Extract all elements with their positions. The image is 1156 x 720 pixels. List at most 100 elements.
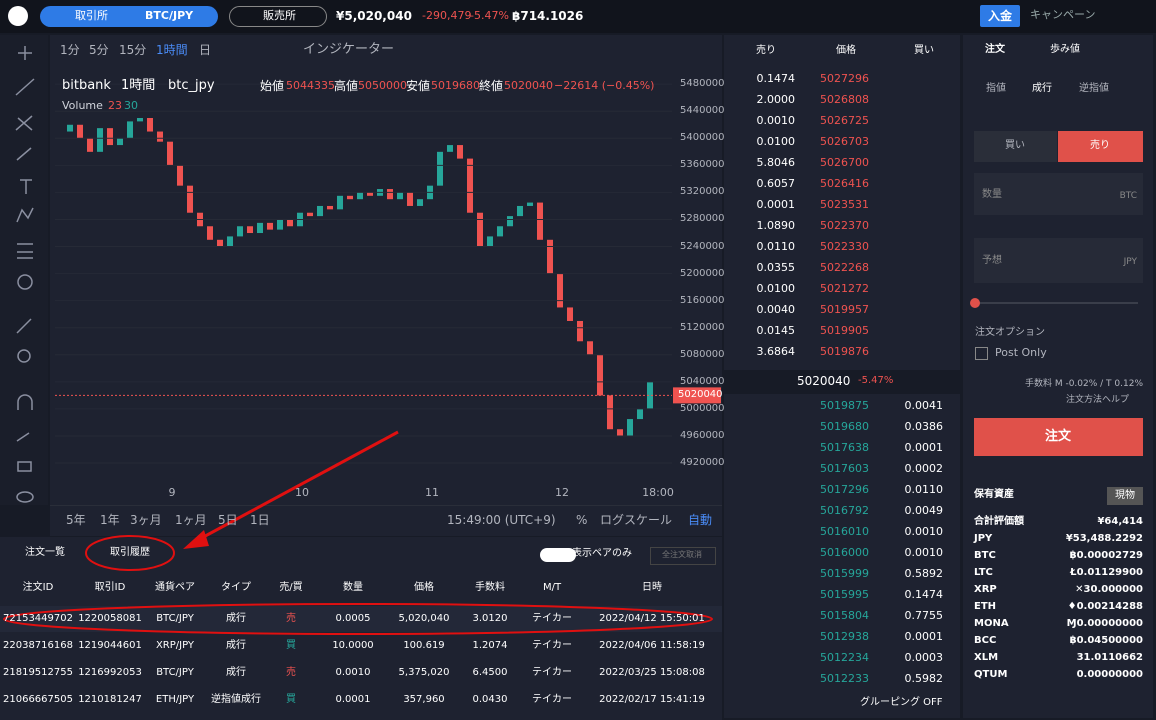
range[interactable]: 1年 (100, 513, 120, 527)
history-cell: 1219044601 (78, 640, 142, 651)
shop-tab[interactable] (229, 6, 327, 27)
history-cell: 0.0005 (335, 613, 371, 624)
change-pct: -5.47% (470, 9, 509, 22)
y-tick-label: 5440000 (680, 105, 725, 117)
bid-amount: 0.0010 (904, 546, 944, 559)
range[interactable]: 1ヶ月 (175, 513, 207, 527)
candle (357, 192, 363, 200)
candle (447, 145, 453, 152)
logo[interactable] (8, 6, 28, 26)
cancel-all-button[interactable] (650, 547, 716, 565)
tab[interactable]: 販売所 (263, 9, 296, 22)
sell-button[interactable] (1058, 131, 1143, 162)
toggle[interactable] (540, 548, 576, 562)
candle (537, 202, 543, 240)
symbol: btc_jpy (168, 78, 215, 93)
order-type[interactable]: 成行 (1032, 83, 1052, 94)
order-tab[interactable]: 歩み値 (1050, 44, 1080, 55)
buy-button[interactable] (974, 131, 1057, 162)
sell[interactable]: 売り (1090, 140, 1110, 151)
history-cell: ETH/JPY (155, 694, 195, 705)
help[interactable]: 注文方法ヘルプ (1065, 395, 1129, 405)
deposit-button[interactable] (980, 5, 1020, 27)
qty-input[interactable] (974, 173, 1143, 215)
ask-amount: 0.0355 (756, 261, 796, 274)
order-type[interactable]: 指値 (986, 83, 1006, 94)
range[interactable]: 5日 (218, 513, 238, 527)
price: ¥5,020,040 (336, 9, 412, 23)
percent[interactable]: % (576, 513, 588, 527)
range[interactable]: 3ヶ月 (130, 513, 162, 527)
order-type[interactable]: 逆指値 (1079, 83, 1109, 94)
campaign[interactable]: キャンペーン (1030, 8, 1096, 21)
ask-amount: 0.6057 (756, 177, 796, 190)
checkbox[interactable] (975, 347, 988, 360)
timeframe[interactable]: 1分 (60, 43, 80, 57)
history-tab[interactable]: 取引履歴 (110, 547, 150, 558)
auto[interactable]: 自動 (688, 513, 713, 527)
spot-button[interactable] (1107, 487, 1143, 505)
tab[interactable]: 取引所 (75, 9, 108, 22)
history-tab[interactable]: 注文一覧 (25, 547, 65, 558)
spot[interactable]: 現物 (1115, 490, 1135, 501)
timeframe[interactable]: 日 (199, 43, 212, 57)
range[interactable]: 1日 (250, 513, 270, 527)
history-cell: 100.619 (403, 640, 445, 651)
range[interactable]: 5年 (66, 513, 86, 527)
candle (107, 128, 113, 146)
candle (527, 202, 533, 206)
candle (637, 408, 643, 420)
candle (137, 118, 143, 122)
history-cell: 売 (286, 613, 296, 624)
asset-name: LTC (974, 567, 993, 578)
history-cell: 1220058081 (78, 613, 142, 624)
history-cell: BTC/JPY (156, 613, 194, 624)
history-cell: 1.2074 (472, 640, 508, 651)
timeframe[interactable]: 1時間 (156, 43, 188, 57)
post-only[interactable]: Post Only (995, 346, 1047, 359)
slider[interactable] (978, 302, 1138, 304)
pair[interactable]: BTC/JPY (145, 9, 194, 22)
tool-icons (15, 46, 35, 503)
candle (407, 192, 413, 206)
indicator[interactable]: インジケーター (303, 42, 395, 57)
est-label: 予想 (982, 255, 1002, 266)
ask-price: 5022268 (820, 261, 869, 274)
timeframe[interactable]: 5分 (89, 43, 109, 57)
log-scale[interactable]: ログスケール (600, 513, 673, 527)
candle (147, 118, 153, 132)
cancel-all[interactable]: 全注文取消 (662, 550, 702, 559)
order-tab[interactable]: 注文 (985, 44, 1005, 55)
exchange-tab[interactable] (40, 6, 218, 27)
bid-price: 5012938 (820, 630, 869, 643)
grouping[interactable]: グルーピング OFF (860, 697, 943, 708)
candle (597, 354, 603, 396)
history-cell: 0.0430 (472, 694, 508, 705)
mid-price: 5020040 (797, 374, 851, 388)
ask-amount: 0.0001 (756, 198, 796, 211)
options: 注文オプション (975, 327, 1045, 338)
book-header: 売り (756, 45, 776, 56)
ask-price: 5022370 (820, 219, 869, 232)
candle (227, 236, 233, 247)
bid-amount: 0.0001 (904, 630, 944, 643)
submit-button[interactable] (974, 418, 1143, 456)
candle (87, 138, 93, 152)
submit[interactable]: 注文 (1044, 429, 1072, 444)
deposit[interactable]: 入金 (987, 9, 1013, 23)
bid-price: 5015999 (820, 567, 869, 580)
last-price-label: 5020040 (678, 389, 723, 401)
buy[interactable]: 買い (1005, 140, 1025, 151)
asset-name: XRP (974, 584, 997, 595)
last-price-box (673, 387, 721, 404)
bid-amount: 0.0001 (904, 441, 944, 454)
est-input[interactable] (974, 238, 1143, 283)
ask-price: 5026808 (820, 93, 869, 106)
slider-knob[interactable] (970, 298, 980, 308)
y-tick-label: 4920000 (680, 457, 725, 469)
history-cell: 357,960 (403, 694, 445, 705)
timeframe[interactable]: 15分 (119, 43, 147, 57)
candle (467, 158, 473, 213)
ask-amount: 0.0145 (756, 324, 796, 337)
